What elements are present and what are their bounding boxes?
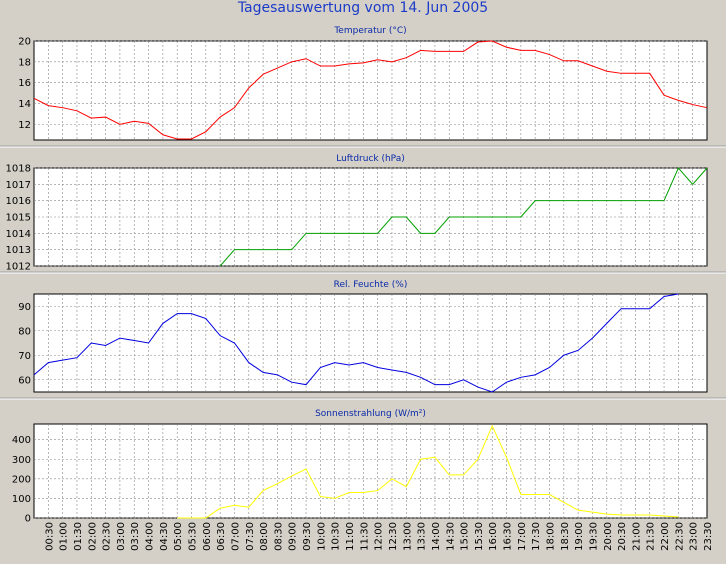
y-tick-label: 1018	[6, 164, 31, 175]
y-tick-label: 18	[18, 57, 31, 68]
x-tick-label: 13:30	[417, 522, 428, 551]
y-tick-label: 90	[18, 302, 31, 313]
y-tick-label: 70	[18, 351, 31, 362]
panel-title: Sonnenstrahlung (W/m²)	[315, 409, 426, 419]
x-tick-label: 05:00	[173, 522, 184, 551]
x-tick-label: 17:30	[531, 522, 542, 551]
x-tick-label: 01:00	[59, 522, 70, 551]
y-tick-label: 60	[18, 375, 31, 386]
x-tick-label: 10:00	[316, 522, 327, 551]
y-tick-label: 200	[12, 474, 31, 485]
plot-area	[33, 40, 708, 141]
panel-title: Luftdruck (hPa)	[336, 154, 405, 164]
x-tick-label: 10:30	[331, 522, 342, 551]
x-tick-label: 13:00	[402, 522, 413, 551]
x-tick-label: 18:00	[545, 522, 556, 551]
plot-area	[33, 293, 708, 393]
x-tick-label: 12:00	[374, 522, 385, 551]
chart-title: Tagesauswertung vom 14. Jun 2005	[237, 0, 489, 16]
series-line	[33, 40, 708, 140]
x-tick-label: 11:30	[359, 522, 370, 551]
y-tick-label: 16	[18, 78, 31, 89]
x-tick-label: 14:00	[431, 522, 442, 551]
x-tick-label: 08:00	[259, 522, 270, 551]
x-tick-label: 00:30	[44, 522, 55, 551]
x-tick-label: 16:30	[503, 522, 514, 551]
x-tick-label: 01:30	[73, 522, 84, 551]
x-tick-label: 03:30	[130, 522, 141, 551]
y-tick-label: 20	[18, 37, 31, 48]
panel-title: Temperatur (°C)	[333, 26, 406, 36]
x-tick-label: 20:00	[603, 522, 614, 551]
x-tick-label: 07:00	[230, 522, 241, 551]
y-tick-label: 80	[18, 326, 31, 337]
plot-area	[33, 423, 708, 519]
x-tick-label: 22:00	[660, 522, 671, 551]
x-tick-label: 15:00	[460, 522, 471, 551]
x-tick-label: 08:30	[273, 522, 284, 551]
y-tick-label: 1014	[6, 229, 31, 240]
x-tick-label: 07:30	[245, 522, 256, 551]
x-tick-label: 05:30	[188, 522, 199, 551]
x-tick-label: 15:30	[474, 522, 485, 551]
series-line	[33, 293, 679, 393]
series-line	[177, 424, 679, 519]
series-line	[219, 167, 708, 267]
x-tick-label: 19:30	[588, 522, 599, 551]
y-tick-label: 12	[18, 120, 31, 131]
x-tick-label: 19:00	[574, 522, 585, 551]
x-tick-label: 21:00	[631, 522, 642, 551]
x-tick-label: 06:00	[202, 522, 213, 551]
x-tick-label: 09:30	[302, 522, 313, 551]
x-tick-label: 02:30	[102, 522, 113, 551]
x-tick-label: 21:30	[646, 522, 657, 551]
x-tick-label: 02:00	[87, 522, 98, 551]
x-tick-label: 06:30	[216, 522, 227, 551]
y-tick-label: 1015	[6, 213, 31, 224]
x-tick-label: 04:00	[145, 522, 156, 551]
x-tick-label: 09:00	[288, 522, 299, 551]
x-tick-label: 11:00	[345, 522, 356, 551]
x-tick-label: 22:30	[674, 522, 685, 551]
y-tick-label: 14	[18, 99, 31, 110]
x-tick-label: 23:30	[703, 522, 714, 551]
panel-title: Rel. Feuchte (%)	[334, 280, 408, 290]
x-tick-label: 14:30	[445, 522, 456, 551]
y-tick-label: 0	[25, 514, 31, 525]
y-tick-label: 300	[12, 455, 31, 466]
y-tick-label: 1017	[6, 180, 31, 191]
y-tick-label: 400	[12, 435, 31, 446]
y-tick-label: 100	[12, 494, 31, 505]
x-tick-label: 12:30	[388, 522, 399, 551]
y-tick-label: 1013	[6, 245, 31, 256]
x-tick-label: 20:30	[617, 522, 628, 551]
x-tick-label: 23:00	[689, 522, 700, 551]
x-tick-label: 04:30	[159, 522, 170, 551]
x-tick-label: 18:30	[560, 522, 571, 551]
y-tick-label: 1016	[6, 196, 31, 207]
x-tick-label: 17:00	[517, 522, 528, 551]
x-tick-label: 16:00	[488, 522, 499, 551]
x-tick-label: 03:00	[116, 522, 127, 551]
y-tick-label: 1012	[6, 262, 31, 273]
